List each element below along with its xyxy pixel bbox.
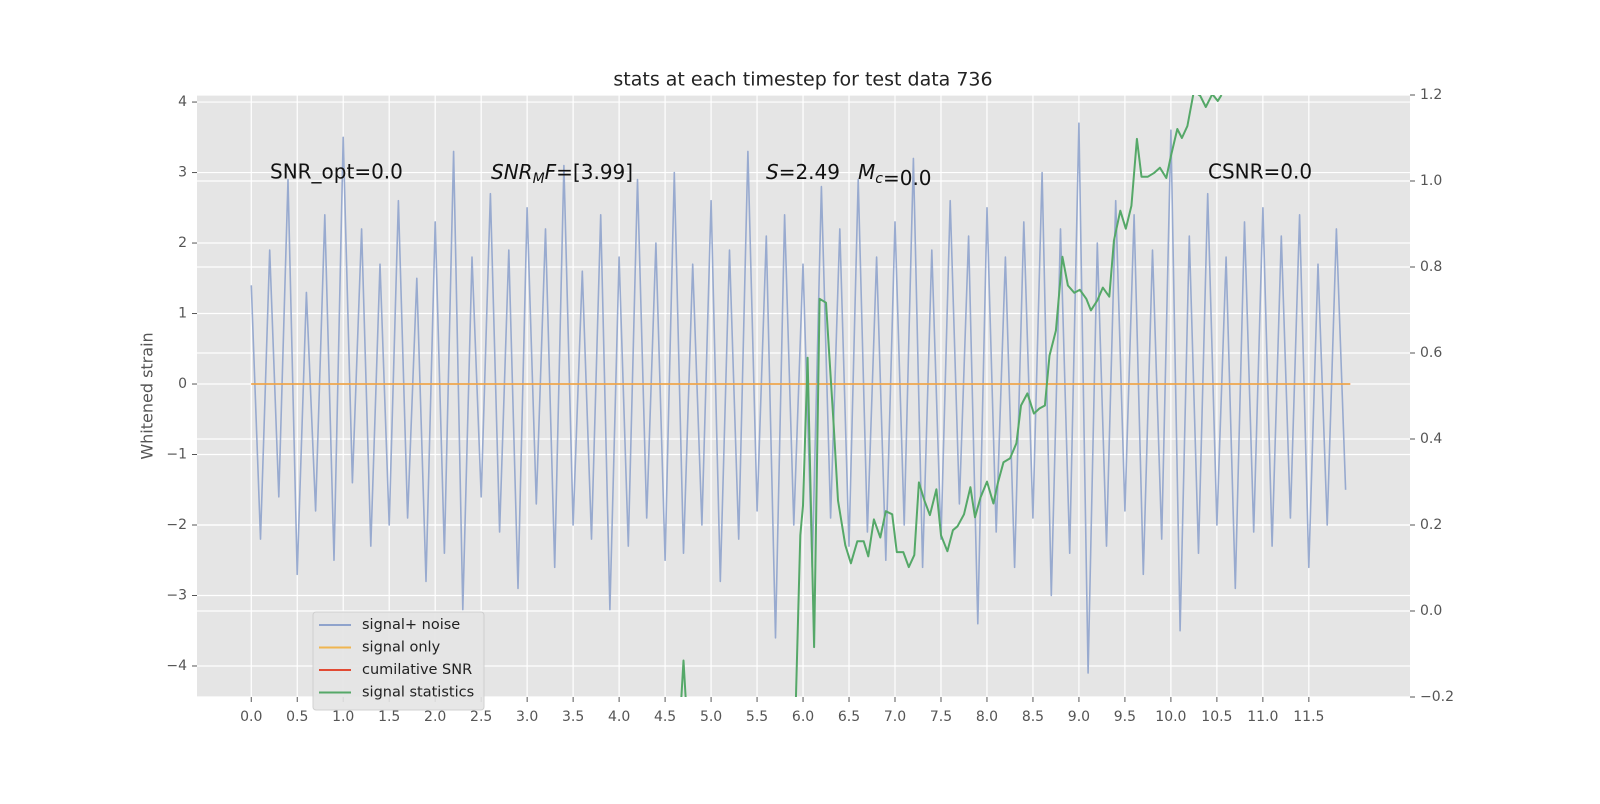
x-tick-label: 0.5 [286, 709, 308, 725]
series-line [680, 95, 1223, 697]
x-tick-label: 8.5 [1022, 709, 1044, 725]
y2-tick-label: 1.0 [1420, 173, 1442, 189]
x-tick-label: 11.0 [1247, 709, 1278, 725]
legend-label: signal statistics [362, 685, 474, 701]
x-tick-label: 7.5 [930, 709, 952, 725]
x-tick-label: 2.5 [470, 709, 492, 725]
y2-tick-label: 1.2 [1420, 87, 1442, 103]
chart-title: stats at each timestep for test data 736 [613, 69, 992, 91]
y-tick-label: 4 [178, 94, 187, 110]
x-tick-label: 8.0 [976, 709, 998, 725]
y-tick-label: −4 [166, 658, 187, 674]
x-tick-label: 0.0 [240, 709, 262, 725]
y2-tick-label: −0.2 [1420, 689, 1454, 705]
x-tick-label: 4.5 [654, 709, 676, 725]
x-tick-label: 5.5 [746, 709, 768, 725]
y-tick-label: 1 [178, 306, 187, 322]
y-tick-label: −1 [166, 447, 187, 463]
annotation: SNR_opt=0.0 [270, 160, 403, 184]
x-tick-label: 11.5 [1293, 709, 1324, 725]
x-tick-label: 9.5 [1114, 709, 1136, 725]
x-tick-label: 3.5 [562, 709, 584, 725]
legend-label: cumilative SNR [362, 662, 472, 678]
annotation: SNRMF=[3.99] [491, 160, 633, 188]
x-tick-label: 1.0 [332, 709, 354, 725]
y2-tick-label: 0.0 [1420, 603, 1442, 619]
y2-tick-label: 0.8 [1420, 259, 1442, 275]
annotation: CSNR=0.0 [1208, 160, 1312, 184]
x-tick-label: 10.0 [1155, 709, 1186, 725]
y2-tick-label: 0.6 [1420, 345, 1442, 361]
x-tick-label: 10.5 [1201, 709, 1232, 725]
x-tick-label: 4.0 [608, 709, 630, 725]
x-tick-label: 1.5 [378, 709, 400, 725]
legend-box [312, 611, 485, 711]
y-tick-label: 2 [178, 235, 187, 251]
x-tick-label: 9.0 [1068, 709, 1090, 725]
y-tick-label: −2 [166, 517, 187, 533]
y2-tick-label: 0.4 [1420, 431, 1442, 447]
series-line [250, 122, 1347, 674]
annotation: S=2.49 [766, 160, 840, 184]
x-tick-label: 6.5 [838, 709, 860, 725]
y-tick-label: 3 [178, 165, 187, 181]
y-tick-label: −3 [166, 587, 187, 603]
x-tick-label: 5.0 [700, 709, 722, 725]
x-tick-label: 2.0 [424, 709, 446, 725]
y-axis-label: Whitened strain [138, 332, 157, 459]
legend-label: signal only [362, 640, 441, 656]
x-tick-label: 3.0 [516, 709, 538, 725]
x-tick-label: 7.0 [884, 709, 906, 725]
y-tick-label: 0 [178, 376, 187, 392]
annotation: Mc=0.0 [858, 160, 932, 190]
y2-tick-label: 0.2 [1420, 517, 1442, 533]
x-tick-label: 6.0 [792, 709, 814, 725]
legend-label: signal+ noise [362, 617, 460, 633]
